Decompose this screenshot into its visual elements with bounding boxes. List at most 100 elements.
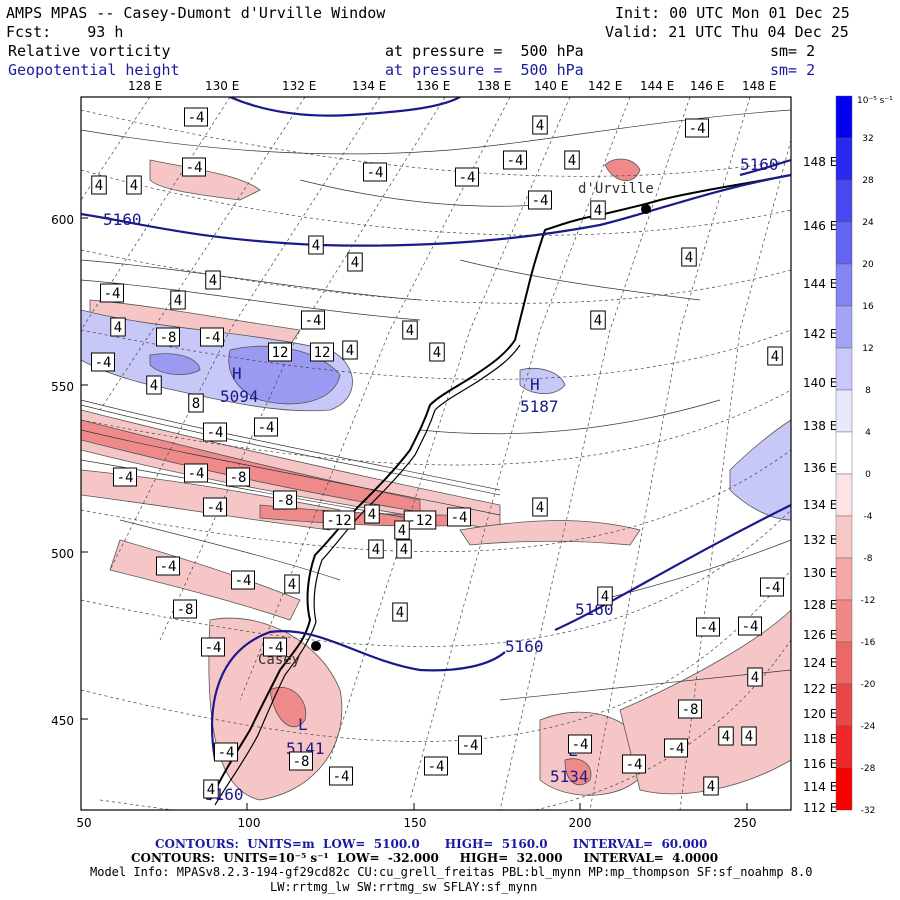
vorticity-label-box — [273, 490, 297, 510]
vorticity-label-box — [528, 190, 552, 210]
colorbar-swatch — [835, 221, 853, 265]
vorticity-label-box — [568, 734, 592, 754]
vorticity-label: -4 — [333, 769, 350, 785]
colorbar-level-label: 12 — [862, 344, 873, 354]
vorticity-label: -4 — [204, 330, 221, 346]
vorticity-label-box — [310, 342, 334, 362]
colorbar-swatch — [835, 95, 853, 139]
vorticity-label: -4 — [367, 165, 384, 181]
vorticity-label: -4 — [218, 745, 235, 761]
colorbar-swatch — [835, 473, 853, 517]
height-label: 5134 — [550, 767, 589, 786]
vorticity-label-box — [429, 342, 445, 362]
forecast-hour: Fcst: 93 h — [6, 23, 124, 41]
vorticity-label-box — [590, 310, 606, 330]
vorticity-label: -4 — [428, 759, 445, 775]
colorbar-level-label: -24 — [861, 722, 876, 732]
vorticity-label: 4 — [406, 323, 414, 339]
vorticity-label-box — [188, 393, 204, 413]
vorticity-label-box — [214, 742, 238, 762]
x-tick-label: 150 — [404, 816, 427, 830]
vorticity-label: 4 — [209, 273, 217, 289]
vorticity-label-box — [263, 637, 287, 657]
vorticity-label: -4 — [689, 121, 706, 137]
vorticity-label-box — [685, 118, 709, 138]
vorticity-label-box — [100, 283, 124, 303]
longitude-label-top: 142 E — [588, 79, 622, 93]
longitude-label-right: 136 E — [803, 461, 837, 475]
footer-model-info: Model Info: MPASv8.2.3-194-gf29cd82c CU:… — [90, 865, 813, 879]
colorbar: 32 28 24 20 16 12 8 4 0 -4 -8 -12 -16 -20 -24 -28 -32 — [835, 95, 876, 816]
vorticity-label-box — [91, 175, 107, 195]
vorticity-label-box — [532, 497, 548, 517]
height-label: 5160 — [505, 637, 544, 656]
vorticity-label: 12 — [272, 345, 289, 361]
y-tick-label: 450 — [51, 714, 74, 728]
vorticity-label: -4 — [117, 470, 134, 486]
colorbar-level-label: 0 — [865, 470, 871, 480]
colorbar-units: 10⁻⁵ s⁻¹ — [857, 96, 893, 106]
x-axis-labels: 50 100 150 200 250 — [76, 816, 756, 830]
footer-vorticity-contours: CONTOURS: UNITS=10⁻⁵ s⁻¹ LOW= -32.000 HI… — [131, 851, 719, 865]
axis-ticks — [80, 217, 748, 810]
colorbar-swatch — [835, 305, 853, 349]
longitude-labels-top: 128 E 130 E 132 E 134 E 136 E 138 E 140 E 142 E… — [128, 79, 776, 93]
vorticity-label-box — [681, 247, 697, 267]
longitude-label-right: 146 E — [803, 219, 837, 233]
vorticity-label-box — [364, 504, 380, 524]
vorticity-label: -4 — [764, 580, 781, 596]
center-label: L — [298, 715, 308, 734]
vorticity-label-box — [201, 637, 225, 657]
vorticity-label: -4 — [258, 420, 275, 436]
vorticity-label-box — [394, 520, 410, 540]
vorticity-label: -4 — [532, 193, 549, 209]
colorbar-level-label: -20 — [861, 680, 876, 690]
vorticity-label: 4 — [594, 203, 602, 219]
vorticity-label: -8 — [177, 602, 194, 618]
vorticity-label: 4 — [130, 178, 138, 194]
longitude-label-top: 134 E — [352, 79, 386, 93]
vorticity-label: -4 — [572, 737, 589, 753]
vorticity-label: -4 — [459, 170, 476, 186]
vorticity-label-box — [402, 320, 418, 340]
longitude-label-top: 140 E — [534, 79, 568, 93]
longitude-label-top: 144 E — [640, 79, 674, 93]
vorticity-label-box — [532, 115, 548, 135]
vorticity-label: -4 — [507, 153, 524, 169]
colorbar-level-label: -12 — [861, 596, 876, 606]
vorticity-label-box — [301, 310, 325, 330]
longitude-label-right: 118 E — [803, 732, 837, 746]
colorbar-level-label: 20 — [862, 260, 874, 270]
vorticity-label-box — [458, 735, 482, 755]
colorbar-swatch — [835, 179, 853, 223]
colorbar-swatch — [835, 389, 853, 433]
height-label: 5094 — [220, 387, 259, 406]
colorbar-level-label: -4 — [864, 512, 873, 522]
longitude-label-right: 112 E — [803, 801, 837, 815]
field2-name: Geopotential height — [8, 61, 180, 79]
vorticity-label-box — [718, 726, 734, 746]
vorticity-label-box — [741, 726, 757, 746]
vorticity-label: -4 — [700, 620, 717, 636]
colorbar-level-label: -28 — [861, 764, 876, 774]
colorbar-swatch — [835, 347, 853, 391]
vorticity-label-box — [329, 766, 353, 786]
vorticity-label: 4 — [207, 782, 215, 798]
longitude-label-top: 138 E — [477, 79, 511, 93]
vorticity-label-box — [126, 175, 142, 195]
vorticity-label-box — [447, 507, 471, 527]
longitude-label-right: 142 E — [803, 327, 837, 341]
colorbar-swatch — [835, 557, 853, 601]
field2-smoothing: sm= 2 — [770, 61, 816, 79]
vorticity-label-box — [678, 699, 702, 719]
vorticity-label-box — [368, 539, 384, 559]
model-title: AMPS MPAS -- Casey-Dumont d'Urville Wind… — [6, 4, 386, 22]
longitude-label-right: 130 E — [803, 566, 837, 580]
ice-shelf-line — [214, 344, 521, 806]
vorticity-label: -8 — [293, 754, 310, 770]
colorbar-level-label: 4 — [865, 428, 871, 438]
height-label: 5160 — [740, 155, 779, 174]
field1-level: at pressure = 500 hPa — [385, 42, 584, 60]
vorticity-label-box — [268, 342, 292, 362]
longitude-label-right: 116 E — [803, 757, 837, 771]
